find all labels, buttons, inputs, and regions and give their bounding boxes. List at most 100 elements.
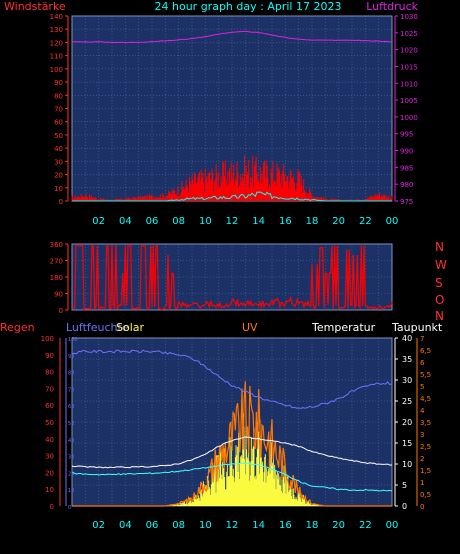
pressure-series	[71, 30, 393, 44]
humidity-tick-label: 20	[68, 471, 74, 477]
wind-series	[71, 155, 393, 201]
humidity-tick-label: 100	[68, 337, 78, 343]
pressure-tick-label: 985	[400, 164, 413, 172]
rain-tick-label: 20	[45, 469, 54, 477]
uv-tick-label: 1	[420, 479, 424, 487]
pressure-tick-label: 1015	[400, 63, 418, 71]
rain-tick-label: 50	[45, 419, 54, 427]
x-tick-label-bottom: 02	[92, 520, 105, 531]
wind-tick-label: 110	[50, 53, 63, 61]
rain-tick-label: 90	[45, 352, 54, 360]
x-tick-label: 06	[146, 216, 159, 227]
wind-tick-label: 70	[54, 106, 63, 114]
uv-tick-label: 0	[420, 503, 424, 511]
left-axis-title: Windstärke	[4, 0, 66, 13]
uv-tick-label: 4,5	[420, 395, 431, 403]
pressure-tick-label: 1005	[400, 97, 418, 105]
humidity-tick-label: 60	[68, 404, 74, 410]
pressure-tick-label: 1025	[400, 30, 418, 38]
humidity-tick-label: 70	[68, 387, 74, 393]
x-tick-label-bottom: 10	[199, 520, 212, 531]
x-tick-label-bottom: 08	[172, 520, 185, 531]
uv-tick-label: 6,5	[420, 347, 431, 355]
temperature-tick-label: 10	[402, 460, 412, 469]
x-tick-label: 04	[119, 216, 132, 227]
x-tick-label: 12	[226, 216, 239, 227]
humidity-tick-label: 50	[68, 421, 74, 427]
humidity-tick-label: 0	[68, 505, 71, 511]
x-tick-label: 16	[279, 216, 292, 227]
chart-title: 24 hour graph day : April 17 2023	[155, 0, 342, 13]
x-tick-label: 14	[252, 216, 265, 227]
pressure-tick-label: 1010	[400, 80, 418, 88]
x-tick-label-bottom: 12	[226, 520, 239, 531]
temperature-tick-label: 35	[402, 355, 412, 364]
pressure-tick-label: 1000	[400, 114, 418, 122]
rain-tick-label: 80	[45, 369, 54, 377]
pressure-tick-label: 990	[400, 148, 413, 156]
temperature-tick-label: 25	[402, 397, 412, 406]
x-tick-label-bottom: 14	[252, 520, 265, 531]
legend-label: Regen	[0, 321, 35, 334]
x-tick-label: 00	[386, 216, 399, 227]
pressure-tick-label: 1030	[400, 13, 418, 21]
x-tick-label-bottom: 06	[146, 520, 159, 531]
legend-label: UV	[242, 321, 258, 334]
x-tick-label-bottom: 00	[386, 520, 399, 531]
uv-tick-label: 3,5	[420, 419, 431, 427]
legend-label: Luftfeuchte	[66, 321, 129, 334]
uv-tick-label: 3	[420, 431, 424, 439]
humidity-tick-label: 90	[68, 354, 74, 360]
x-tick-label-bottom: 20	[332, 520, 345, 531]
rain-tick-label: 70	[45, 385, 54, 393]
uv-tick-label: 7	[420, 335, 424, 343]
wind-tick-label: 130	[50, 26, 63, 34]
compass-label: N	[435, 240, 444, 254]
temperature-tick-label: 20	[402, 418, 412, 427]
wind-direction-plot-frame	[71, 243, 393, 311]
rain-tick-label: 30	[45, 453, 54, 461]
temperature-series	[71, 436, 393, 469]
rain-tick-label: 40	[45, 436, 54, 444]
pressure-tick-label: 975	[400, 198, 413, 206]
direction-tick-label: 0	[59, 307, 63, 315]
direction-tick-label: 90	[54, 291, 63, 299]
wind-tick-label: 20	[54, 172, 63, 180]
wind-tick-label: 140	[50, 13, 63, 21]
wind-tick-label: 80	[54, 92, 63, 100]
humidity-tick-label: 40	[68, 438, 74, 444]
direction-tick-label: 180	[50, 274, 63, 282]
humidity-tick-label: 80	[68, 371, 74, 377]
gust-series	[72, 191, 392, 202]
temperature-tick-label: 40	[402, 334, 412, 343]
pressure-tick-label: 980	[400, 181, 413, 189]
x-tick-label: 02	[92, 216, 105, 227]
x-tick-label-bottom: 04	[119, 520, 132, 531]
uv-tick-label: 2,5	[420, 443, 431, 451]
uv-tick-label: 2	[420, 455, 424, 463]
wind-tick-label: 30	[54, 158, 63, 166]
pressure-tick-label: 1020	[400, 47, 418, 55]
humidity-tick-label: 30	[68, 455, 74, 461]
wind-tick-label: 10	[54, 185, 63, 193]
compass-label: S	[435, 276, 443, 290]
uv-tick-label: 6	[420, 359, 425, 367]
wind-tick-label: 120	[50, 39, 63, 47]
wind-tick-label: 60	[54, 119, 63, 127]
uv-tick-label: 5,5	[420, 371, 431, 379]
legend-label: Temperatur	[311, 321, 376, 334]
x-tick-label-bottom: 22	[359, 520, 372, 531]
pressure-tick-label: 995	[400, 131, 413, 139]
x-tick-label: 20	[332, 216, 345, 227]
x-tick-label-bottom: 18	[306, 520, 319, 531]
uv-series	[72, 381, 392, 507]
direction-tick-label: 360	[50, 241, 63, 249]
x-tick-label-bottom: 16	[279, 520, 292, 531]
wind-direction-series	[71, 244, 393, 311]
compass-label: O	[435, 293, 444, 307]
uv-tick-label: 4	[420, 407, 425, 415]
temperature-tick-label: 15	[402, 439, 412, 448]
compass-label: N	[435, 309, 444, 323]
uv-tick-label: 1,5	[420, 467, 431, 475]
